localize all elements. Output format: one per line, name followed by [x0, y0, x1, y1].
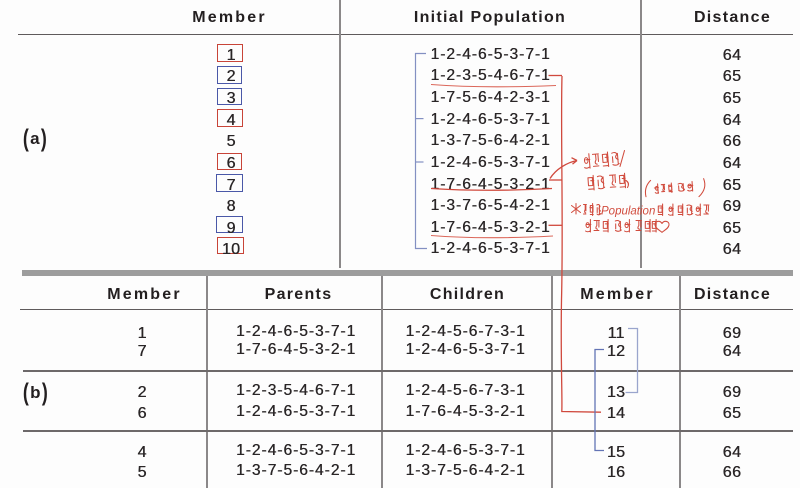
svg-text:Population: Population — [601, 206, 655, 218]
